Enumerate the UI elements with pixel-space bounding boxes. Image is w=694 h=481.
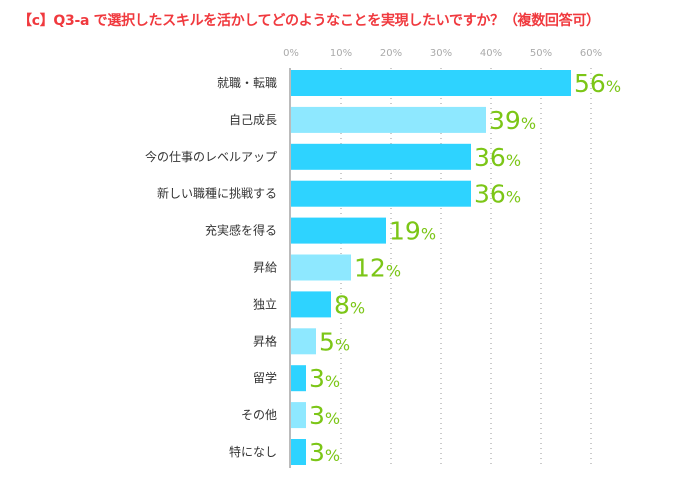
tick-label: 60%: [580, 48, 602, 59]
bar: [291, 365, 306, 392]
bar: [291, 217, 386, 244]
tick-label: 30%: [430, 48, 452, 59]
tick-label: 40%: [480, 48, 502, 59]
data-label: 12%: [354, 254, 401, 283]
bar: [291, 70, 571, 96]
data-label: 56%: [574, 69, 621, 98]
data-label: 8%: [334, 290, 365, 319]
tick-label: 10%: [330, 48, 352, 59]
category-label: その他: [241, 408, 277, 422]
tick-label: 50%: [530, 48, 552, 59]
bar: [291, 402, 306, 429]
category-label: 新しい職種に挑戦する: [157, 186, 277, 201]
bar: [291, 106, 486, 133]
tick-label: 20%: [380, 48, 402, 59]
data-label: 36%: [474, 143, 521, 172]
bar: [291, 328, 316, 355]
category-label: 留学: [253, 370, 277, 385]
tick-label: 0%: [283, 48, 299, 59]
data-label: 5%: [319, 327, 350, 356]
category-label: 就職・転職: [217, 76, 277, 90]
data-label: 3%: [309, 438, 340, 467]
bar: [291, 291, 331, 318]
category-label: 独立: [253, 296, 277, 311]
category-label: 充実感を得る: [205, 223, 277, 238]
data-label: 39%: [489, 106, 536, 135]
data-label: 3%: [309, 364, 340, 393]
category-label: 昇給: [253, 261, 277, 275]
category-label: 自己成長: [229, 113, 277, 127]
category-label: 昇格: [253, 333, 277, 348]
category-label: 今の仕事のレベルアップ: [145, 149, 277, 164]
bar: [291, 439, 306, 465]
data-label: 3%: [309, 401, 340, 430]
bar: [291, 254, 351, 281]
data-label: 19%: [389, 217, 436, 246]
chart-title: 【c】Q3-a で選択したスキルを活かしてどのようなことを実現したいですか？（複…: [18, 13, 600, 29]
bar: [291, 143, 471, 170]
category-label: 特になし: [229, 444, 277, 459]
data-label: 36%: [474, 180, 521, 209]
bar: [291, 180, 471, 207]
